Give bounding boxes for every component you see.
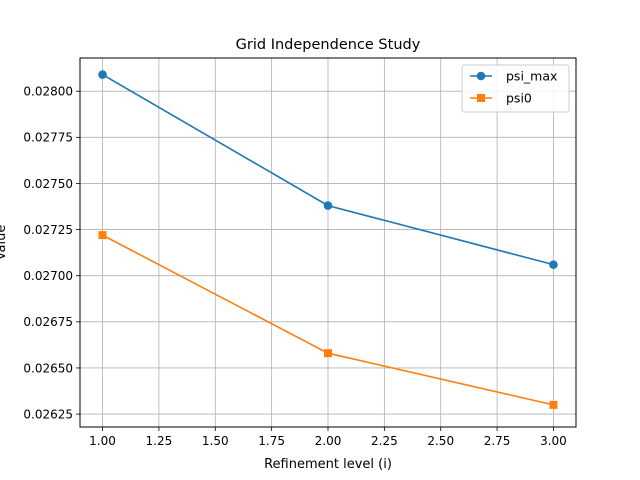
y-axis-label: Value xyxy=(0,225,9,261)
series-psi0 xyxy=(98,231,558,409)
data-point xyxy=(98,231,107,240)
y-tick-label: 0.02800 xyxy=(23,85,73,99)
grid xyxy=(80,58,576,427)
x-tick-label: 2.25 xyxy=(371,434,398,448)
legend-entry-label: psi_max xyxy=(506,69,557,84)
x-tick-label: 2.00 xyxy=(315,434,342,448)
legend-marker xyxy=(476,71,486,81)
x-tick-label: 3.00 xyxy=(540,434,567,448)
y-tick-label: 0.02725 xyxy=(23,223,73,237)
data-point xyxy=(324,349,332,358)
x-tick-label: 1.75 xyxy=(258,434,285,448)
legend-marker xyxy=(477,94,485,102)
y-tick-label: 0.02675 xyxy=(23,315,73,329)
data-point xyxy=(549,260,558,269)
legend: psi_max psi0 xyxy=(461,64,570,113)
y-tick-label: 0.02625 xyxy=(23,407,73,421)
plot-frame xyxy=(79,57,577,428)
series-psi-max xyxy=(98,70,558,269)
chart-title: Grid Independence Study xyxy=(236,37,421,53)
x-tick-label: 1.50 xyxy=(202,434,229,448)
x-tick-label: 2.50 xyxy=(427,434,454,448)
y-tick-label: 0.02750 xyxy=(23,177,73,191)
ticks: 1.00 1.25 1.50 1.75 2.00 2.25 2.50 2.75 3.00 0.02… xyxy=(23,85,566,448)
series xyxy=(98,70,558,409)
data-point xyxy=(98,70,107,79)
y-tick-label: 0.02650 xyxy=(23,361,73,375)
x-tick-label: 1.00 xyxy=(89,434,116,448)
data-point xyxy=(323,201,333,210)
y-tick-label: 0.02775 xyxy=(23,131,73,145)
legend-entry-label: psi0 xyxy=(506,91,532,106)
x-axis-label: Refinement level (i) xyxy=(264,457,392,472)
y-tick-label: 0.02700 xyxy=(23,269,73,283)
x-tick-label: 2.75 xyxy=(484,434,511,448)
x-tick-label: 1.25 xyxy=(146,434,173,448)
data-point xyxy=(549,400,558,409)
